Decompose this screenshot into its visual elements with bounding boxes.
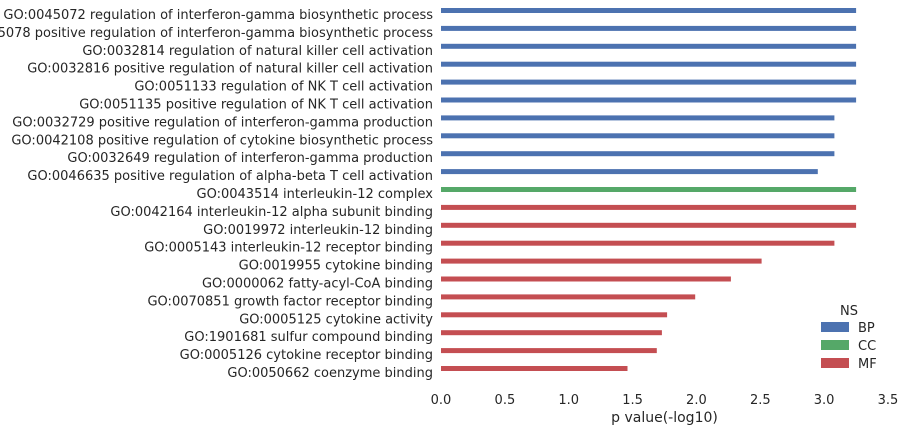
legend-label: CC	[858, 339, 876, 354]
bar	[441, 133, 835, 139]
x-tick-label: 0.0	[431, 393, 452, 408]
bar	[441, 187, 857, 192]
x-tick-label: 1.0	[558, 393, 579, 408]
category-label: GO:0042108 positive regulation of cytoki…	[11, 133, 433, 148]
bar	[441, 294, 696, 300]
x-tick-label: 3.0	[814, 393, 835, 408]
x-tick-label: 1.5	[622, 393, 643, 408]
category-label: GO:0032816 positive regulation of natura…	[27, 62, 433, 77]
category-label: GO:0051135 positive regulation of NK T c…	[79, 98, 433, 113]
category-label: GO:0005125 cytokine activity	[239, 312, 433, 327]
bar	[441, 8, 857, 13]
x-axis-title: p value(-log10)	[611, 410, 718, 426]
x-tick-label: 0.5	[495, 393, 516, 408]
legend-label: BP	[858, 321, 875, 336]
bar	[441, 366, 628, 371]
category-label: GO:0019955 cytokine binding	[239, 259, 433, 274]
bar	[441, 222, 857, 228]
x-tick-label: 2.0	[686, 393, 707, 408]
category-label: GO:0042164 interleukin-12 alpha subunit …	[110, 205, 433, 220]
x-axis-ticks: 0.0 0.5 1.0 1.5 2.0 2.5 3.0 3.5	[431, 393, 899, 408]
bar	[441, 169, 818, 175]
bars-layer	[441, 8, 857, 371]
category-label: GO:0046635 positive regulation of alpha-…	[27, 169, 433, 184]
category-label: GO:0005143 interleukin-12 receptor bindi…	[144, 241, 433, 256]
x-tick-label: 2.5	[750, 393, 771, 408]
category-label: GO:0045072 regulation of interferon-gamm…	[3, 8, 433, 23]
category-label: GO:0000062 fatty-acyl-CoA binding	[202, 277, 433, 292]
category-label: GO:0070851 growth factor receptor bindin…	[147, 294, 433, 309]
category-label: GO:0032649 regulation of interferon-gamm…	[67, 151, 433, 166]
legend-entries: BP CC MF	[821, 321, 877, 372]
legend-title: NS	[840, 304, 858, 319]
bar	[441, 330, 662, 336]
category-label: GO:0050662 coenzyme binding	[227, 366, 433, 381]
bar	[441, 258, 762, 264]
legend: NS BP CC MF	[821, 304, 877, 372]
category-label: GO:0019972 interleukin-12 binding	[203, 223, 433, 238]
bar	[441, 115, 835, 121]
category-label: GO:0005126 cytokine receptor binding	[180, 348, 433, 363]
bar	[441, 61, 857, 67]
legend-swatch	[821, 322, 849, 332]
category-label: GO:1901681 sulfur compound binding	[184, 330, 433, 345]
bar	[441, 240, 835, 246]
bar	[441, 151, 835, 157]
legend-swatch	[821, 358, 849, 368]
bar	[441, 97, 857, 103]
legend-swatch	[821, 340, 849, 350]
category-labels: GO:0045072 regulation of interferon-gamm…	[0, 8, 433, 381]
bar	[441, 312, 668, 318]
category-label: GO:0032814 regulation of natural killer …	[82, 44, 433, 59]
bar	[441, 79, 857, 85]
category-label: GO:0045078 positive regulation of interf…	[0, 26, 433, 41]
bar	[441, 204, 857, 210]
category-label: GO:0043514 interleukin-12 complex	[197, 187, 434, 202]
category-label: GO:0051133 regulation of NK T cell activ…	[134, 80, 433, 95]
bar	[441, 348, 657, 354]
bar	[441, 43, 857, 49]
legend-label: MF	[858, 357, 877, 372]
bar	[441, 25, 857, 31]
x-tick-label: 3.5	[878, 393, 899, 408]
category-label: GO:0032729 positive regulation of interf…	[12, 115, 433, 130]
bar	[441, 276, 731, 282]
